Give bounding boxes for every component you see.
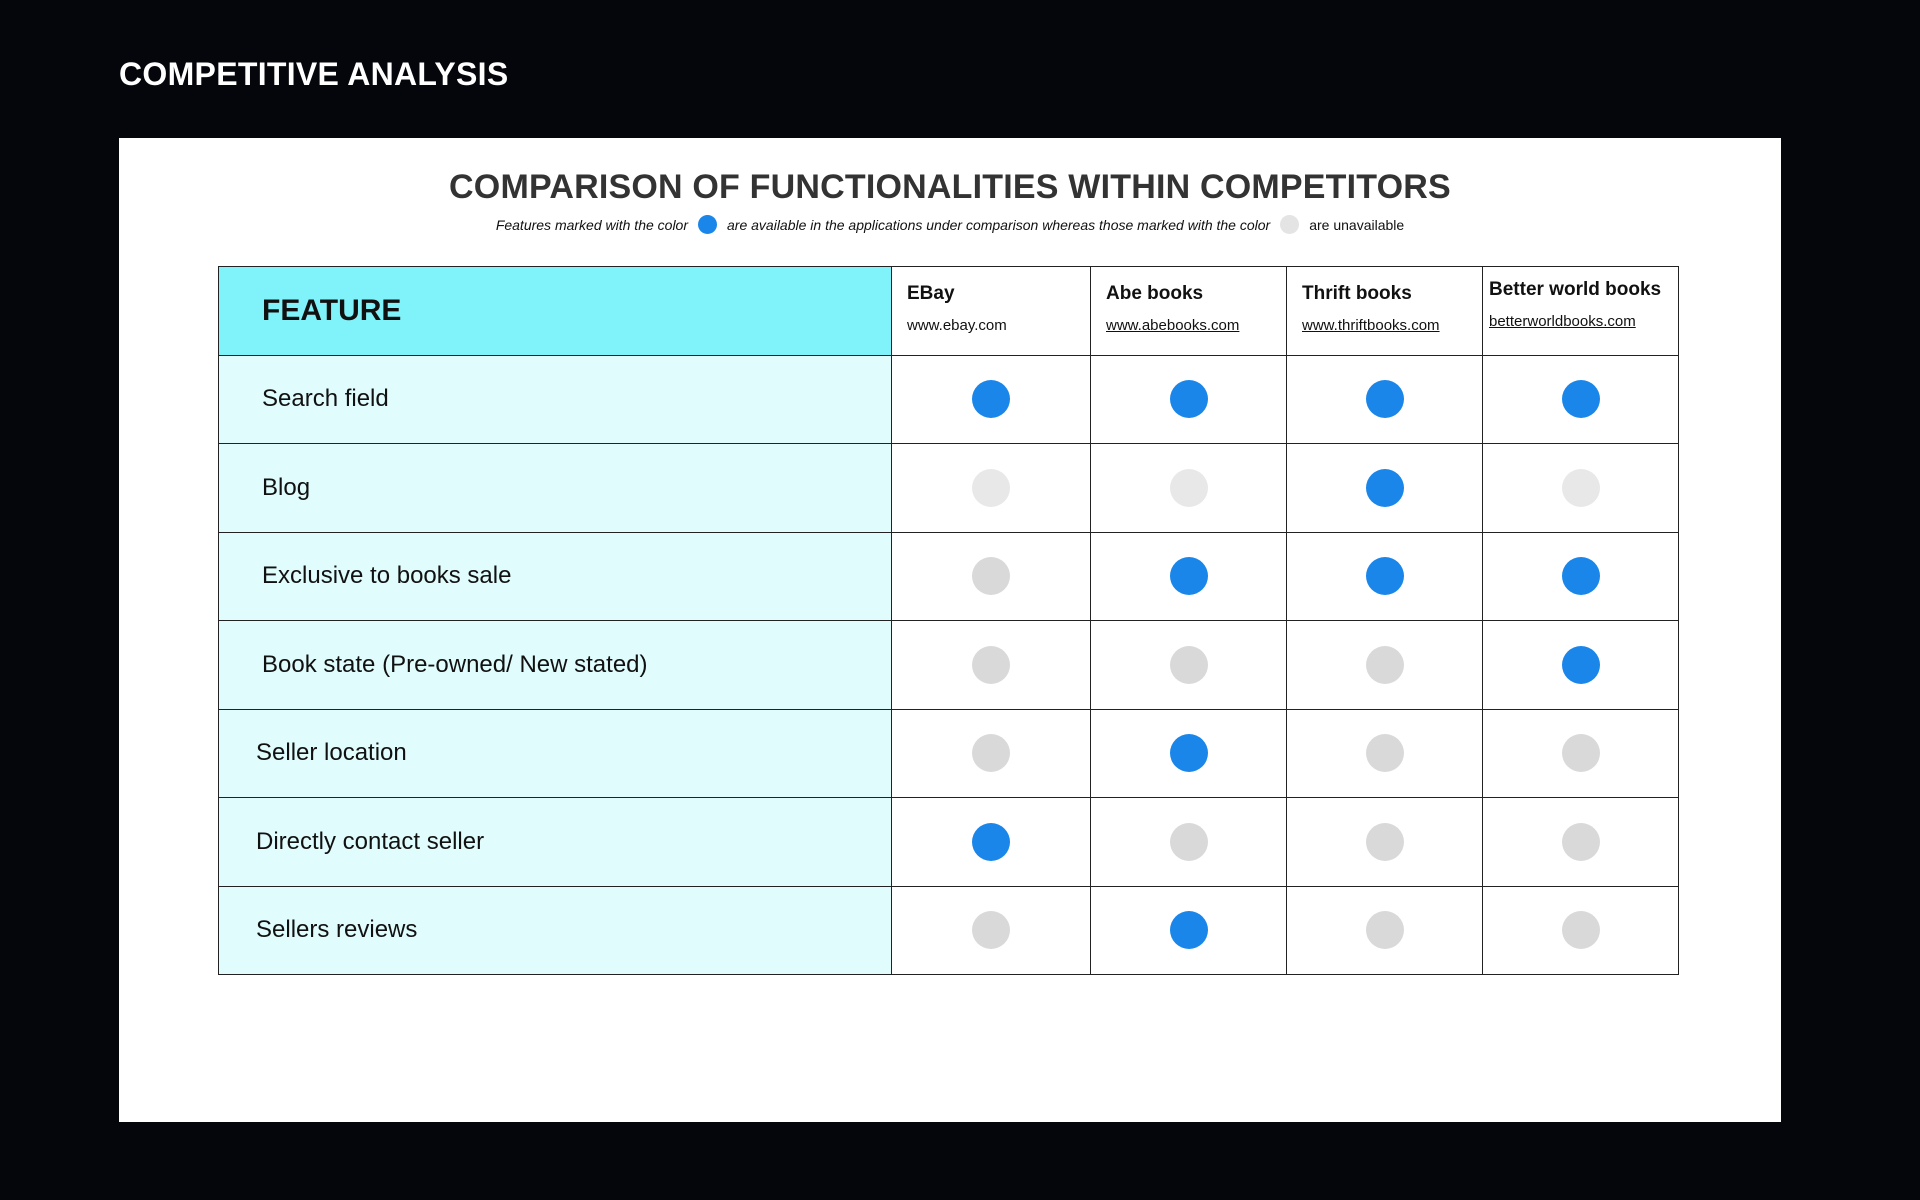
availability-cell — [1286, 708, 1483, 798]
availability-cell — [891, 443, 1091, 533]
feature-cell: Exclusive to books sale — [218, 531, 892, 621]
page-title: COMPETITIVE ANALYSIS — [119, 56, 509, 92]
comparison-card: COMPARISON OF FUNCTIONALITIES WITHIN COM… — [119, 138, 1781, 1122]
unavailable-dot-icon — [1169, 468, 1208, 507]
comparison-table: FEATURE EBay www.ebay.com Abe books www.… — [218, 266, 1679, 975]
table-row: Directly contact seller — [218, 797, 1679, 887]
available-dot-icon — [1561, 557, 1600, 596]
availability-cell — [891, 620, 1091, 710]
unavailable-dot-icon — [972, 645, 1010, 684]
availability-cell — [1482, 443, 1679, 533]
table-row: Blog — [218, 443, 1679, 533]
table-row: Exclusive to books sale — [218, 531, 1679, 621]
available-dot-icon — [1365, 557, 1404, 596]
competitor-header-ebay: EBay www.ebay.com — [891, 266, 1091, 356]
competitor-name: EBay — [907, 283, 955, 304]
unavailable-dot-icon — [1169, 822, 1208, 861]
competitor-url: www.ebay.com — [907, 317, 1007, 334]
unavailable-dot-icon — [972, 468, 1010, 507]
competitor-name: Thrift books — [1302, 283, 1412, 304]
availability-cell — [1286, 354, 1483, 444]
competitor-url-link[interactable]: betterworldbooks.com — [1489, 313, 1636, 330]
availability-cell — [891, 531, 1091, 621]
competitor-header-thriftbooks: Thrift books www.thriftbooks.com — [1286, 266, 1483, 356]
table-row: Seller location — [218, 708, 1679, 798]
available-dot-icon — [1561, 645, 1600, 684]
available-dot-icon — [1169, 734, 1208, 773]
unavailable-dot-icon — [972, 911, 1010, 950]
available-dot-icon — [1365, 468, 1404, 507]
availability-cell — [1090, 885, 1287, 975]
availability-cell — [1482, 620, 1679, 710]
available-dot-icon — [972, 822, 1010, 861]
availability-cell — [1286, 620, 1483, 710]
unavailable-dot-icon — [972, 557, 1010, 596]
feature-cell: Seller location — [218, 708, 892, 798]
legend: Features marked with the color are avail… — [119, 215, 1781, 234]
availability-cell — [1286, 531, 1483, 621]
chart-title: COMPARISON OF FUNCTIONALITIES WITHIN COM… — [449, 168, 1451, 206]
legend-text-available-prefix: Features marked with the color — [495, 216, 689, 233]
table-row: Sellers reviews — [218, 885, 1679, 975]
availability-cell — [891, 708, 1091, 798]
availability-cell — [1482, 531, 1679, 621]
available-dot-icon — [1169, 557, 1208, 596]
table-row: Book state (Pre-owned/ New stated) — [218, 620, 1679, 710]
unavailable-dot-icon — [972, 734, 1010, 773]
competitor-header-abebooks: Abe books www.abebooks.com — [1090, 266, 1287, 356]
availability-cell — [1090, 443, 1287, 533]
competitor-url-link[interactable]: www.thriftbooks.com — [1302, 317, 1440, 334]
unavailable-dot-icon — [1365, 911, 1404, 950]
availability-cell — [891, 354, 1091, 444]
competitor-header-betterworldbooks: Better world books betterworldbooks.com — [1482, 266, 1679, 356]
unavailable-dot-icon — [1365, 822, 1404, 861]
unavailable-dot-icon — [1561, 468, 1600, 507]
table-header-row: FEATURE EBay www.ebay.com Abe books www.… — [218, 266, 1679, 356]
feature-cell: Book state (Pre-owned/ New stated) — [218, 620, 892, 710]
availability-cell — [1090, 354, 1287, 444]
availability-cell — [1090, 797, 1287, 887]
availability-cell — [1482, 885, 1679, 975]
availability-cell — [1286, 797, 1483, 887]
table-row: Search field — [218, 354, 1679, 444]
available-dot-icon — [698, 215, 718, 234]
feature-cell: Search field — [218, 354, 892, 444]
legend-text-middle: are available in the applications under … — [727, 216, 1271, 233]
available-dot-icon — [1169, 380, 1208, 419]
unavailable-dot-icon — [1561, 822, 1600, 861]
unavailable-dot-icon — [1280, 215, 1300, 234]
available-dot-icon — [1169, 911, 1208, 950]
availability-cell — [1482, 708, 1679, 798]
unavailable-dot-icon — [1365, 645, 1404, 684]
availability-cell — [891, 885, 1091, 975]
availability-cell — [1090, 531, 1287, 621]
availability-cell — [1090, 708, 1287, 798]
availability-cell — [1090, 620, 1287, 710]
availability-cell — [891, 797, 1091, 887]
availability-cell — [1482, 354, 1679, 444]
available-dot-icon — [1365, 380, 1404, 419]
available-dot-icon — [1561, 380, 1600, 419]
unavailable-dot-icon — [1169, 645, 1208, 684]
feature-cell: Directly contact seller — [218, 797, 892, 887]
feature-cell: Sellers reviews — [218, 885, 892, 975]
availability-cell — [1286, 885, 1483, 975]
unavailable-dot-icon — [1365, 734, 1404, 773]
feature-cell: Blog — [218, 443, 892, 533]
feature-column-header: FEATURE — [218, 266, 892, 356]
unavailable-dot-icon — [1561, 734, 1600, 773]
competitor-url-link[interactable]: www.abebooks.com — [1106, 317, 1240, 334]
competitor-name: Better world books — [1489, 279, 1662, 300]
unavailable-dot-icon — [1561, 911, 1600, 950]
competitor-name: Abe books — [1106, 283, 1204, 304]
available-dot-icon — [972, 380, 1010, 419]
availability-cell — [1482, 797, 1679, 887]
availability-cell — [1286, 443, 1483, 533]
legend-text-unavailable-suffix: are unavailable — [1309, 216, 1405, 233]
